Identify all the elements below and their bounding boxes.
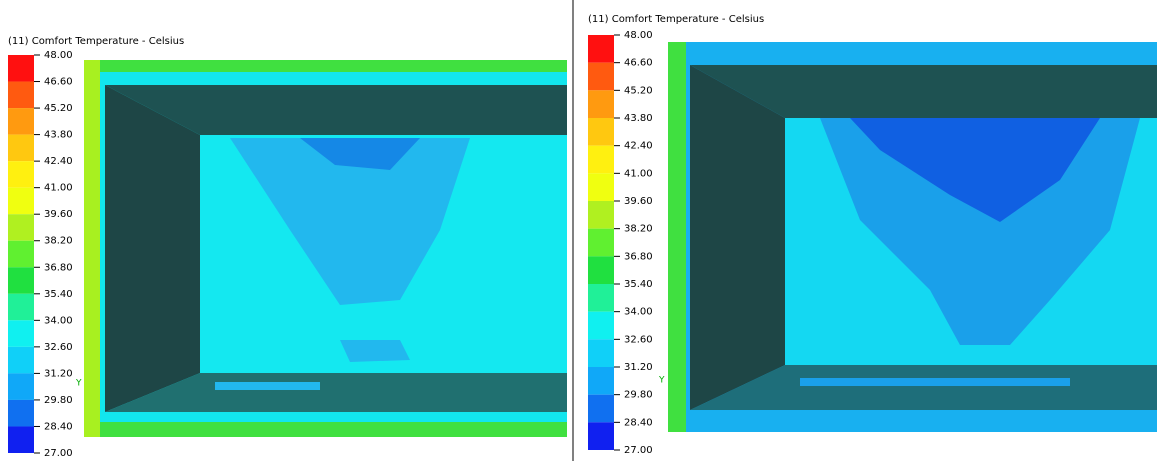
- legend-swatch: [588, 367, 614, 395]
- legend-swatch: [588, 201, 614, 229]
- legend-label: 27.00: [624, 445, 653, 456]
- legend-swatch: [8, 294, 34, 321]
- legend-label: 36.80: [624, 251, 653, 262]
- legend-label: 31.20: [44, 368, 73, 379]
- legend-label: 34.00: [624, 307, 653, 318]
- legend-label: 43.80: [44, 130, 73, 141]
- legend-swatch: [8, 373, 34, 400]
- legend-label: 38.20: [624, 224, 653, 235]
- legend-label: 46.60: [44, 77, 73, 88]
- legend-swatch: [8, 241, 34, 268]
- left-scene: [84, 60, 567, 437]
- legend-label: 41.00: [624, 168, 653, 179]
- legend-label: 36.80: [44, 262, 73, 273]
- right-scene: [668, 42, 1157, 432]
- axis-marker: Y: [658, 376, 665, 386]
- legend-label: 41.00: [44, 183, 73, 194]
- legend-label: 31.20: [624, 362, 653, 373]
- legend-label: 28.40: [44, 421, 73, 432]
- legend-label: 32.60: [44, 342, 73, 353]
- legend-swatch: [588, 284, 614, 312]
- legend-swatch: [588, 395, 614, 423]
- legend-swatch: [8, 214, 34, 241]
- legend-swatch: [8, 426, 34, 453]
- legend-swatch: [588, 90, 614, 118]
- legend-label: 42.40: [624, 141, 653, 152]
- legend-label: 45.20: [624, 85, 653, 96]
- legend-label: 43.80: [624, 113, 653, 124]
- legend-swatch: [588, 146, 614, 174]
- legend-label: 38.20: [44, 236, 73, 247]
- legend-swatch: [8, 188, 34, 215]
- legend-swatch: [588, 118, 614, 146]
- legend-label: 48.00: [624, 30, 653, 41]
- legend-swatch: [8, 320, 34, 347]
- legend-label: 45.20: [44, 103, 73, 114]
- legend-swatch: [8, 400, 34, 427]
- legend-swatch: [8, 108, 34, 135]
- legend-label: 48.00: [44, 50, 73, 61]
- legend-swatch: [588, 229, 614, 257]
- legend-swatch: [588, 35, 614, 63]
- legend-label: 46.60: [624, 58, 653, 69]
- legend-label: 29.80: [44, 395, 73, 406]
- panel-title: (11) Comfort Temperature - Celsius: [8, 36, 184, 47]
- legend-swatch: [588, 312, 614, 340]
- legend-swatch: [8, 82, 34, 109]
- legend-label: 35.40: [44, 289, 73, 300]
- legend-swatch: [8, 55, 34, 82]
- legend-swatch: [8, 347, 34, 374]
- legend-swatch: [588, 339, 614, 367]
- page: (11) Comfort Temperature - Celsius 48.00 4…: [0, 0, 1157, 465]
- legend-label: 39.60: [624, 196, 653, 207]
- axis-marker: Y: [75, 379, 82, 389]
- legend-label: 34.00: [44, 315, 73, 326]
- legend-swatch: [588, 63, 614, 91]
- legend-swatch: [588, 173, 614, 201]
- legend-label: 42.40: [44, 156, 73, 167]
- legend-label: 27.00: [44, 448, 73, 459]
- panel-title: (11) Comfort Temperature - Celsius: [588, 14, 764, 25]
- legend-swatch: [8, 135, 34, 162]
- legend-label: 28.40: [624, 417, 653, 428]
- screen: (11) Comfort Temperature - Celsius 48.00 4…: [0, 0, 1157, 461]
- legend-label: 32.60: [624, 334, 653, 345]
- legend-label: 29.80: [624, 390, 653, 401]
- legend-swatch: [8, 161, 34, 188]
- legend-label: 39.60: [44, 209, 73, 220]
- legend-swatch: [8, 267, 34, 294]
- legend-label: 35.40: [624, 279, 653, 290]
- legend-swatch: [588, 422, 614, 450]
- legend-swatch: [588, 256, 614, 284]
